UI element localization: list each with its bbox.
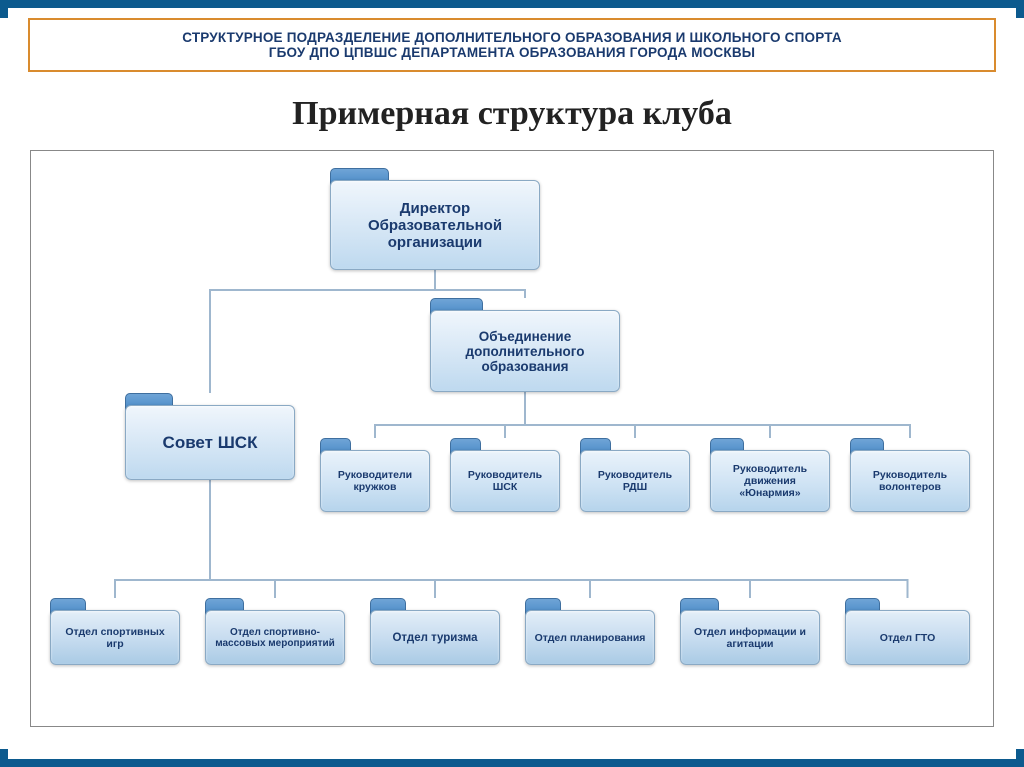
nodes-layer: Директор Образовательной организации Объе… — [30, 150, 994, 727]
header-box: СТРУКТУРНОЕ ПОДРАЗДЕЛЕНИЕ ДОПОЛНИТЕЛЬНОГ… — [28, 18, 996, 72]
frame-corner — [0, 0, 8, 18]
org-node-director: Директор Образовательной организации — [330, 180, 540, 270]
header-line-2: ГБОУ ДПО ЦПВШС ДЕПАРТАМЕНТА ОБРАЗОВАНИЯ … — [42, 45, 982, 60]
frame-corner — [1016, 0, 1024, 18]
header-line-1: СТРУКТУРНОЕ ПОДРАЗДЕЛЕНИЕ ДОПОЛНИТЕЛЬНОГ… — [42, 30, 982, 45]
org-node-dept3: Отдел туризма — [370, 610, 500, 665]
frame-corner — [0, 749, 8, 767]
org-node-mgr1: Руководители кружков — [320, 450, 430, 512]
org-node-union: Объединение дополнительного образования — [430, 310, 620, 392]
page-title: Примерная структура клуба — [0, 95, 1024, 133]
org-node-dept1: Отдел спортивных игр — [50, 610, 180, 665]
frame-corner — [1016, 749, 1024, 767]
org-node-dept2: Отдел спортивно-массовых мероприятий — [205, 610, 345, 665]
org-node-dept5: Отдел информации и агитации — [680, 610, 820, 665]
org-node-mgr4: Руководитель движения «Юнармия» — [710, 450, 830, 512]
org-node-mgr2: Руководитель ШСК — [450, 450, 560, 512]
org-node-mgr5: Руководитель волонтеров — [850, 450, 970, 512]
org-node-dept6: Отдел ГТО — [845, 610, 970, 665]
org-node-dept4: Отдел планирования — [525, 610, 655, 665]
frame-bottom — [0, 759, 1024, 767]
frame-top — [0, 0, 1024, 8]
org-node-mgr3: Руководитель РДШ — [580, 450, 690, 512]
org-node-council: Совет ШСК — [125, 405, 295, 480]
